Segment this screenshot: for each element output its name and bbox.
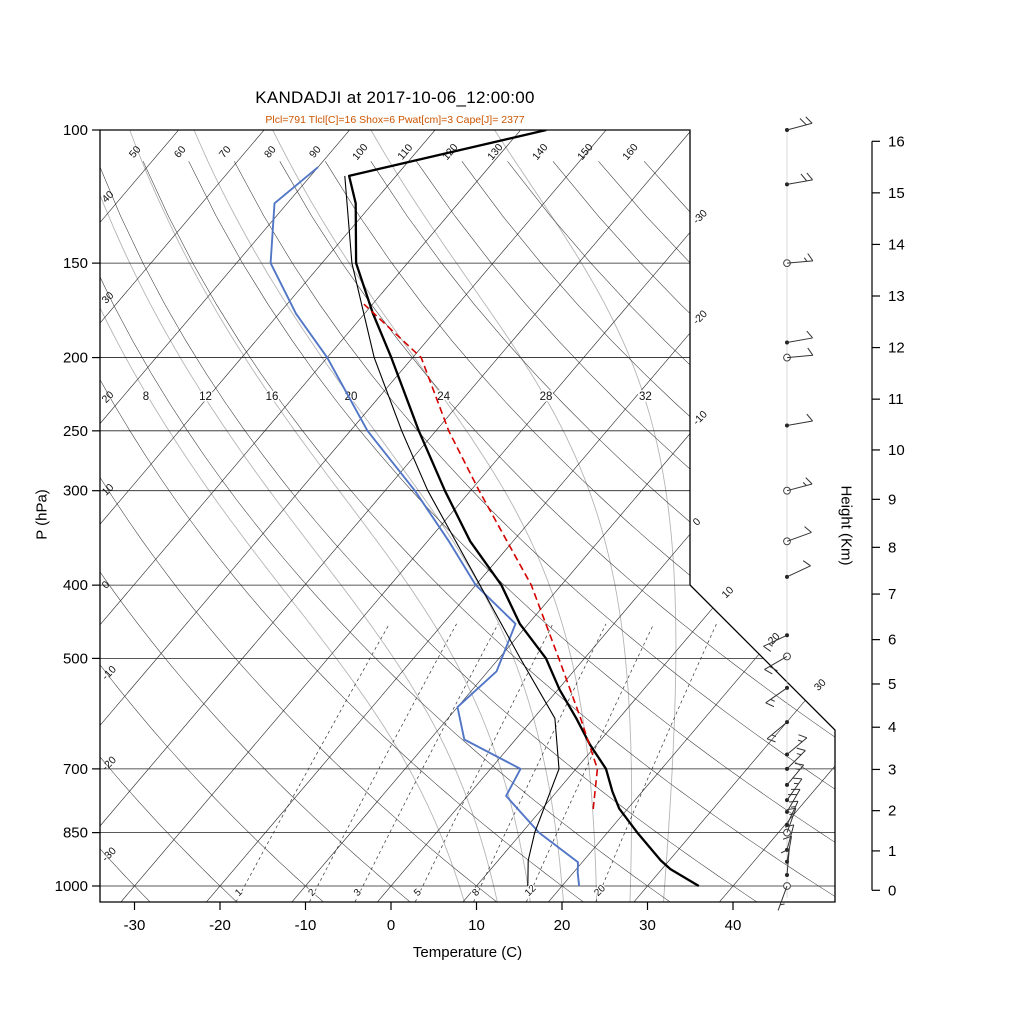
svg-text:1: 1	[888, 843, 896, 860]
svg-text:8: 8	[143, 391, 149, 403]
temperature-curve	[347, 130, 700, 887]
svg-text:9: 9	[888, 491, 896, 508]
svg-text:60: 60	[172, 144, 189, 161]
svg-text:20: 20	[592, 883, 608, 899]
svg-text:28: 28	[540, 391, 553, 403]
svg-text:10: 10	[720, 584, 737, 601]
svg-text:14: 14	[888, 236, 905, 253]
svg-text:50: 50	[127, 144, 144, 161]
sounding-profiles	[269, 130, 700, 887]
svg-text:150: 150	[63, 255, 88, 272]
svg-text:150: 150	[575, 141, 596, 162]
temperature-axis-title: Temperature (C)	[412, 944, 523, 961]
svg-text:20: 20	[100, 389, 117, 406]
svg-text:30: 30	[639, 917, 656, 934]
mixing-ratio-lines	[235, 623, 717, 902]
svg-text:300: 300	[63, 483, 88, 500]
svg-text:11: 11	[888, 391, 904, 408]
svg-text:6: 6	[888, 632, 896, 649]
axes: -30 -20 -10 0 10 20 30 401001502002503004005007…	[55, 122, 742, 934]
svg-text:0: 0	[691, 516, 704, 529]
dry-adiabats	[100, 161, 835, 902]
svg-text:3: 3	[352, 887, 364, 899]
svg-text:-30: -30	[691, 207, 710, 226]
svg-text:100: 100	[63, 122, 88, 139]
svg-text:16: 16	[888, 133, 905, 150]
svg-text:3: 3	[888, 761, 896, 778]
svg-text:160: 160	[620, 141, 641, 162]
svg-text:30: 30	[812, 677, 829, 694]
plot-boundary	[99, 129, 836, 903]
svg-text:140: 140	[530, 141, 551, 162]
svg-text:10: 10	[468, 917, 485, 934]
svg-text:-10: -10	[295, 917, 317, 934]
svg-text:-20: -20	[100, 754, 119, 773]
svg-text:12: 12	[523, 883, 539, 899]
svg-text:90: 90	[307, 144, 324, 161]
svg-text:70: 70	[217, 144, 234, 161]
svg-text:5: 5	[412, 887, 424, 899]
isotherms	[100, 130, 835, 902]
svg-text:-30: -30	[124, 917, 146, 934]
svg-text:30: 30	[100, 289, 117, 306]
svg-text:12: 12	[888, 340, 905, 357]
svg-text:0: 0	[888, 882, 896, 899]
isobars	[100, 130, 835, 887]
svg-text:-30: -30	[100, 845, 119, 864]
chart-parameters-line: Plcl=791 Tlcl[C]=16 Shox=6 Pwat[cm]=3 Ca…	[265, 114, 525, 126]
chart-title: KANDADJI at 2017-10-06_12:00:00	[255, 88, 535, 107]
svg-text:8: 8	[888, 539, 896, 556]
background-labels: 8 12 16 20 24 28 321 2 3 5 8 12 20403020100-10-20-30…	[100, 141, 829, 900]
svg-text:500: 500	[63, 650, 88, 667]
svg-text:400: 400	[63, 577, 88, 594]
svg-text:200: 200	[63, 350, 88, 367]
svg-text:40: 40	[100, 189, 117, 206]
svg-text:2: 2	[888, 803, 896, 820]
svg-text:1000: 1000	[55, 878, 88, 895]
svg-text:110: 110	[395, 142, 415, 163]
parcel_ascent-curve	[363, 303, 599, 810]
svg-text:-10: -10	[691, 408, 710, 427]
svg-text:13: 13	[888, 288, 905, 305]
svg-text:7: 7	[888, 586, 896, 603]
svg-text:-20: -20	[209, 917, 231, 934]
svg-text:850: 850	[63, 825, 88, 842]
svg-text:5: 5	[888, 676, 896, 693]
svg-text:24: 24	[437, 391, 450, 403]
svg-text:4: 4	[888, 719, 896, 736]
svg-text:80: 80	[262, 144, 279, 161]
svg-text:1: 1	[233, 887, 245, 899]
svg-text:40: 40	[725, 917, 742, 934]
svg-text:10: 10	[100, 481, 117, 498]
svg-text:15: 15	[888, 185, 905, 202]
wind-barbs	[763, 116, 814, 911]
svg-text:100: 100	[350, 141, 371, 162]
svg-text:10: 10	[888, 442, 905, 459]
svg-text:12: 12	[199, 391, 212, 403]
wet_bulb-curve	[344, 175, 560, 887]
svg-text:16: 16	[266, 391, 279, 403]
svg-text:250: 250	[63, 423, 88, 440]
dewpoint-curve	[269, 166, 581, 887]
svg-text:8: 8	[470, 887, 482, 899]
svg-text:2: 2	[306, 887, 318, 899]
moist-adiabats	[100, 130, 677, 902]
svg-text:-20: -20	[691, 308, 710, 327]
svg-text:700: 700	[63, 761, 88, 778]
svg-text:20: 20	[554, 917, 571, 934]
svg-text:32: 32	[639, 391, 652, 403]
svg-text:0: 0	[387, 917, 395, 934]
svg-text:-10: -10	[100, 663, 119, 682]
